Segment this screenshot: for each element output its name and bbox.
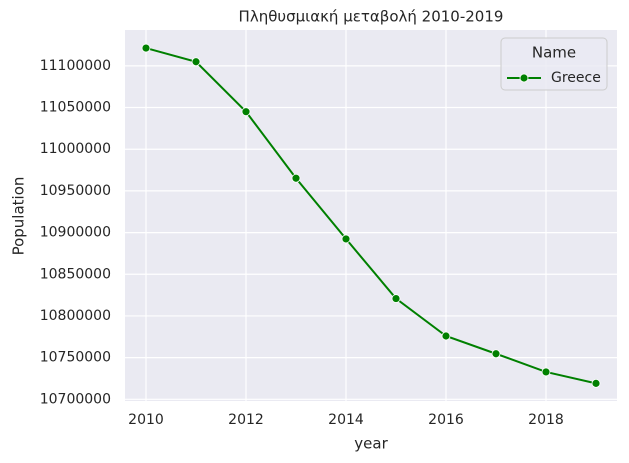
legend-title: Name (532, 44, 576, 62)
y-tick-label: 11000000 (40, 141, 111, 157)
y-tick-label: 10950000 (40, 183, 111, 199)
legend-label: Greece (551, 70, 601, 86)
x-tick-label: 2016 (428, 412, 464, 428)
data-point (341, 234, 351, 244)
legend: Name Greece (500, 37, 608, 91)
plot-area (125, 30, 617, 401)
data-point (141, 43, 151, 53)
data-point (391, 294, 401, 303)
legend-marker (519, 73, 529, 83)
x-axis-label: year (354, 435, 388, 453)
y-tick-label: 10700000 (40, 391, 111, 407)
y-tick-label: 10750000 (40, 350, 111, 366)
data-point (241, 107, 251, 117)
data-point (491, 349, 501, 359)
y-tick-label: 11100000 (40, 58, 111, 74)
y-tick-label: 11050000 (40, 100, 111, 116)
x-tick-label: 2012 (228, 412, 264, 428)
x-tick-label: 2014 (328, 412, 364, 428)
y-tick-label: 10900000 (40, 225, 111, 241)
data-point (291, 173, 301, 183)
x-tick-label: 2018 (528, 412, 564, 428)
data-point (441, 331, 451, 341)
series-line (145, 47, 597, 385)
grid (125, 30, 617, 401)
chart-title: Πληθυσμιακή μεταβολή 2010-2019 (239, 8, 504, 26)
y-tick-label: 10850000 (40, 266, 111, 282)
data-point (541, 367, 551, 377)
data-point (191, 57, 201, 67)
x-tick-label: 2010 (128, 412, 164, 428)
y-tick-label: 10800000 (40, 308, 111, 324)
data-point (591, 378, 601, 388)
y-axis-label: Population (10, 177, 28, 256)
